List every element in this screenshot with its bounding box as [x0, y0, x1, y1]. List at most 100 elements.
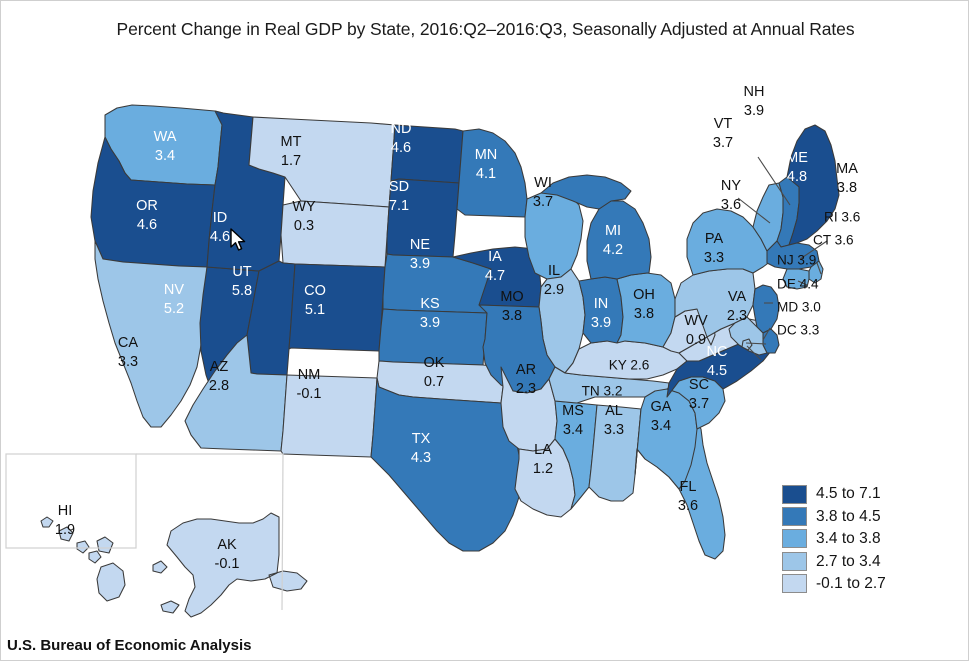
label-AL-code: AL: [605, 403, 623, 419]
label-MA-code: MA: [836, 161, 858, 177]
label-NE-code: NE: [410, 237, 430, 253]
label-IN-code: IN: [594, 296, 609, 312]
label-TX-value: 4.3: [411, 450, 431, 466]
state-AK[interactable]: [152, 512, 308, 618]
label-MI-value: 4.2: [603, 242, 623, 258]
label-NH-value: 3.9: [744, 103, 764, 119]
label-AL-value: 3.3: [604, 422, 624, 438]
label-OK-value: 0.7: [424, 374, 444, 390]
label-CO-value: 5.1: [305, 302, 325, 318]
label-TX-code: TX: [412, 431, 431, 447]
legend-item-1[interactable]: 3.8 to 4.5: [782, 505, 957, 527]
label-NC-value: 4.5: [707, 363, 727, 379]
label-OH-value: 3.8: [634, 306, 654, 322]
legend-swatch-1: [782, 507, 807, 527]
label-NM-code: NM: [298, 367, 321, 383]
label-CO-code: CO: [304, 283, 326, 299]
legend-item-0[interactable]: 4.5 to 7.1: [782, 483, 957, 505]
label-NE-value: 3.9: [410, 256, 430, 272]
label-SC-value: 3.7: [689, 396, 709, 412]
legend-swatch-4: [782, 574, 807, 594]
legend-item-4[interactable]: -0.1 to 2.7: [782, 573, 957, 595]
label-NM-value: -0.1: [297, 386, 322, 402]
legend-label-4: -0.1 to 2.7: [816, 575, 886, 592]
label-MI-code: MI: [605, 223, 621, 239]
label-VT-code: VT: [714, 116, 733, 132]
state-AL[interactable]: [588, 404, 642, 502]
label-ND-code: ND: [391, 121, 412, 137]
legend-label-1: 3.8 to 4.5: [816, 507, 881, 525]
state-DC[interactable]: [741, 338, 753, 351]
label-ID-code: ID: [213, 210, 228, 226]
label-AZ-value: 2.8: [209, 378, 229, 394]
label-MN-code: MN: [475, 147, 498, 163]
label-CA-value: 3.3: [118, 354, 138, 370]
label-IN-value: 3.9: [591, 315, 611, 331]
label-FL-code: FL: [680, 479, 697, 495]
label-VT-value: 3.7: [713, 135, 733, 151]
label-WV-value: 0.9: [686, 332, 706, 348]
label-ME-code: ME: [786, 150, 808, 166]
label-MA-value: 3.8: [837, 180, 857, 196]
label-UT-code: UT: [232, 264, 251, 280]
state-MI-upper[interactable]: [540, 174, 632, 210]
label-TN: TN 3.2: [582, 384, 623, 399]
state-TX[interactable]: [370, 377, 522, 552]
label-WI-code: WI: [534, 175, 552, 191]
label-OH-code: OH: [633, 287, 655, 303]
label-FL-value: 3.6: [678, 498, 698, 514]
label-NY-code: NY: [721, 178, 741, 194]
label-AZ-code: AZ: [210, 359, 229, 375]
label-MO-code: MO: [500, 289, 523, 305]
state-NM[interactable]: [280, 374, 378, 458]
label-NH-code: NH: [744, 84, 765, 100]
label-VA-code: VA: [728, 289, 747, 305]
label-MS-code: MS: [562, 403, 584, 419]
label-AR-code: AR: [516, 362, 536, 378]
label-PA-value: 3.3: [704, 250, 724, 266]
label-NC-code: NC: [707, 344, 728, 360]
label-KS-value: 3.9: [420, 315, 440, 331]
label-ME-value: 4.8: [787, 169, 807, 185]
legend-label-2: 3.4 to 3.8: [816, 530, 881, 548]
label-GA-code: GA: [651, 399, 672, 415]
chart-title: Percent Change in Real GDP by State, 201…: [116, 19, 855, 39]
state-MI[interactable]: [586, 200, 652, 280]
label-MD: MD 3.0: [777, 300, 821, 315]
legend-swatch-0: [782, 484, 807, 504]
state-MA[interactable]: [766, 240, 820, 270]
label-MT-value: 1.7: [281, 153, 301, 169]
label-CA-code: CA: [118, 335, 138, 351]
label-AK-value: -0.1: [215, 556, 240, 572]
label-WA-value: 3.4: [155, 148, 175, 164]
label-WY-value: 0.3: [294, 218, 314, 234]
inset-boxes: [5, 453, 284, 611]
label-DC: DC 3.3: [777, 323, 819, 338]
us-choropleth-map: WA 3.4 OR 4.6 CA 3.3 NV 5.2 ID 4.6 MT 1.…: [5, 84, 860, 618]
label-MS-value: 3.4: [563, 422, 583, 438]
label-LA-value: 1.2: [533, 461, 553, 477]
legend-label-0: 4.5 to 7.1: [816, 485, 881, 503]
state-NJ[interactable]: [752, 284, 780, 334]
state-MD[interactable]: [728, 316, 768, 356]
label-ND-value: 4.6: [391, 140, 411, 156]
label-HI-code: HI: [58, 503, 73, 519]
label-WI-value: 3.7: [533, 194, 553, 210]
label-NV-code: NV: [164, 282, 184, 298]
state-CT[interactable]: [782, 268, 810, 290]
state-CA[interactable]: [94, 240, 208, 428]
legend-item-2[interactable]: 3.4 to 3.8: [782, 528, 957, 550]
label-PA-code: PA: [705, 231, 724, 247]
label-IL-value: 2.9: [544, 282, 564, 298]
state-AZ[interactable]: [184, 334, 288, 452]
state-ME[interactable]: [786, 124, 840, 246]
label-SD-code: SD: [389, 179, 409, 195]
state-HI[interactable]: [40, 516, 126, 602]
label-GA-value: 3.4: [651, 418, 671, 434]
label-WA-code: WA: [154, 129, 177, 145]
legend-item-3[interactable]: 2.7 to 3.4: [782, 550, 957, 572]
label-HI-value: 1.9: [55, 522, 75, 538]
state-CO[interactable]: [288, 263, 386, 352]
legend-swatch-2: [782, 529, 807, 549]
